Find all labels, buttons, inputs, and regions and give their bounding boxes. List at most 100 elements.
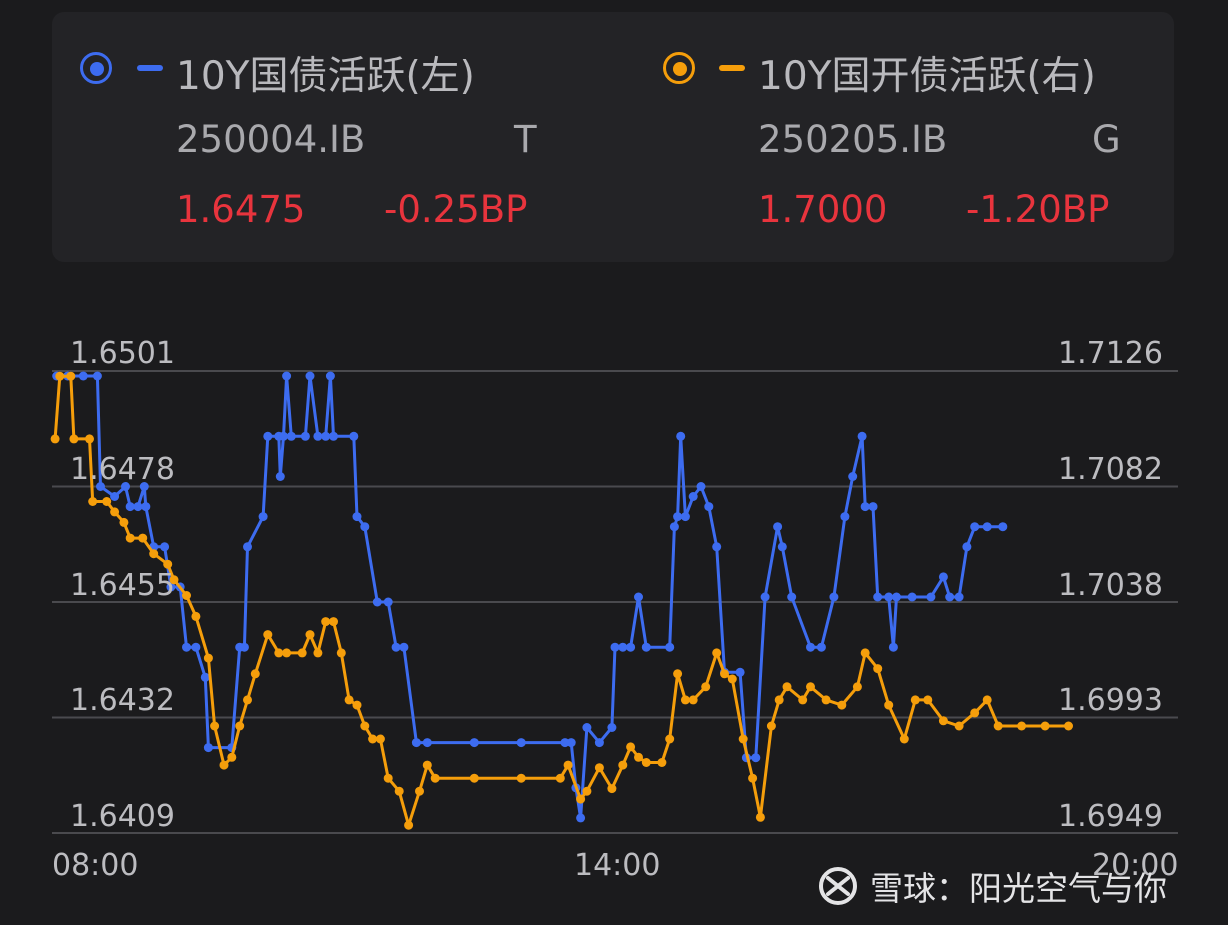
series-2-point xyxy=(821,695,831,705)
series-2-point xyxy=(748,773,758,783)
series-2-point xyxy=(923,695,933,705)
series-1-radio-icon[interactable] xyxy=(80,52,112,84)
series-1-point xyxy=(516,738,526,748)
series-2-point xyxy=(563,760,573,770)
watermark-text: 雪球：阳光空气与你 xyxy=(870,869,1167,908)
series-2-point xyxy=(641,758,651,767)
series-2-point xyxy=(688,695,698,705)
series-2-point xyxy=(782,682,792,692)
series-2-point xyxy=(149,549,159,559)
series-2-point xyxy=(618,760,628,770)
series-1-point xyxy=(160,542,170,552)
series-2-point xyxy=(860,648,870,658)
y-left-tick-0: 1.6501 xyxy=(70,336,175,371)
series-2-point xyxy=(712,648,722,658)
series-1-point xyxy=(873,592,883,602)
series-2-point xyxy=(383,773,393,783)
series-1-point xyxy=(239,642,249,652)
y-right-tick-3: 1.6993 xyxy=(1058,683,1163,718)
series-2-point xyxy=(235,721,245,731)
series-2-point xyxy=(274,648,284,658)
series-1-point xyxy=(892,592,901,602)
series-1-point xyxy=(78,371,88,381)
series-1-point xyxy=(860,502,870,512)
series-2-point xyxy=(954,721,964,731)
series-2-point xyxy=(66,371,76,381)
series-2-point xyxy=(344,695,354,705)
series-2-code: 250205.IB xyxy=(758,118,948,161)
series-2-point xyxy=(125,533,135,543)
series-2-point xyxy=(394,786,404,796)
series-1-point xyxy=(125,502,135,512)
series-2-point xyxy=(993,721,1003,731)
series-1-point xyxy=(391,642,401,652)
series-1-point xyxy=(618,642,628,652)
series-1-point xyxy=(182,642,191,652)
y-left-tick-3: 1.6432 xyxy=(70,683,175,718)
x-tick-2: 20:00 xyxy=(1092,848,1179,883)
series-2-point xyxy=(415,786,424,796)
series-1-point xyxy=(275,472,285,481)
series-1-point xyxy=(806,642,815,652)
series-2-point xyxy=(329,617,338,627)
series-1-point xyxy=(325,371,335,381)
series-1-point xyxy=(305,371,315,381)
series-2-point xyxy=(138,533,148,543)
series-2-point xyxy=(582,786,592,796)
series-1-point xyxy=(907,592,917,602)
series-1-point xyxy=(673,512,683,522)
series-2-point xyxy=(422,760,432,770)
y-right-tick-0: 1.7126 xyxy=(1058,336,1163,371)
series-1-point xyxy=(704,502,714,512)
series-2-point xyxy=(755,812,765,822)
series-1-point xyxy=(607,723,617,732)
series-2-point xyxy=(227,752,237,762)
series-1-point xyxy=(411,738,421,748)
series-2-point xyxy=(982,695,992,705)
series-1-point xyxy=(139,482,149,491)
series-1-point xyxy=(383,597,393,607)
series-1-point xyxy=(422,738,432,748)
series-2-point xyxy=(970,708,980,718)
series-2-point xyxy=(1064,721,1073,731)
series-2-point xyxy=(169,575,179,585)
series-2-point xyxy=(665,734,675,744)
x-tick-1: 14:00 xyxy=(574,848,661,883)
y-left-tick-4: 1.6409 xyxy=(70,799,175,834)
series-1-point xyxy=(888,642,898,652)
series-2-point xyxy=(774,695,784,705)
snowball-logo-icon xyxy=(819,867,857,905)
series-1-point xyxy=(945,592,955,602)
series-1-point xyxy=(133,502,143,512)
series-1-point xyxy=(203,743,213,753)
series-1-point xyxy=(712,542,722,552)
series-1-point xyxy=(848,472,858,481)
series-1-point xyxy=(594,738,604,748)
series-2-point xyxy=(701,682,711,692)
series-1-point xyxy=(141,502,151,512)
series-2-point xyxy=(102,497,112,506)
series-2-title: 10Y国开债活跃(右) xyxy=(758,54,1096,99)
series-2-point xyxy=(576,794,586,804)
series-1-point xyxy=(688,492,698,501)
series-1-point xyxy=(829,592,839,602)
series-1-point xyxy=(884,592,894,602)
series-1-point xyxy=(998,522,1008,532)
series-2-point xyxy=(469,773,479,783)
series-1-point xyxy=(329,431,338,441)
series-2-point xyxy=(55,371,65,381)
series-2-point xyxy=(852,682,862,692)
series-1-point xyxy=(191,642,201,652)
series-1-point xyxy=(982,522,992,532)
series-2-point xyxy=(657,758,667,767)
series-2-radio-icon[interactable] xyxy=(663,52,695,84)
series-1-point xyxy=(110,492,120,501)
watermark: 雪球：阳光空气与你 xyxy=(818,862,1167,910)
series-1-point xyxy=(641,642,651,652)
series-1-point xyxy=(773,522,783,532)
series-2-point xyxy=(837,700,847,710)
series-1-point xyxy=(680,512,690,522)
series-2-point xyxy=(110,507,120,517)
series-2-point xyxy=(516,773,526,783)
